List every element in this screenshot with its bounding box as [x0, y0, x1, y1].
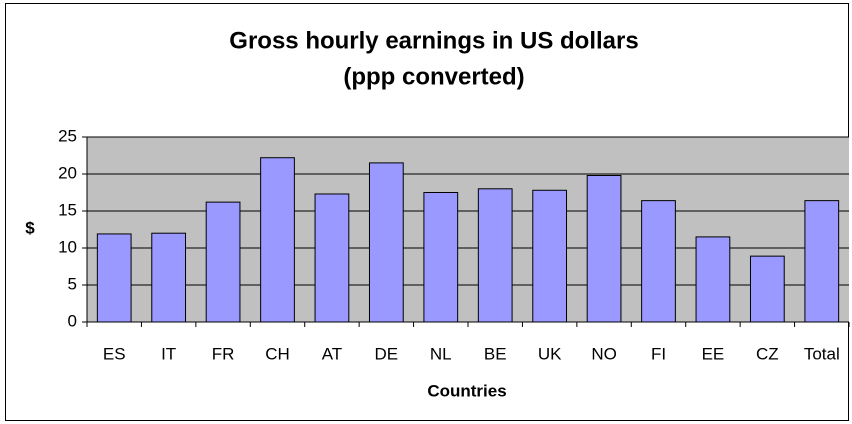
plot-area — [87, 137, 849, 322]
x-tick-label: UK — [538, 344, 562, 363]
chart-title: Gross hourly earnings in US dollars — [229, 27, 638, 54]
y-tick-label: 25 — [58, 126, 77, 145]
bar — [260, 157, 295, 323]
x-tick-label: NL — [430, 344, 452, 363]
bar — [695, 236, 731, 323]
y-tick-label: 5 — [68, 274, 77, 293]
x-tick-label: Total — [804, 344, 840, 363]
bar — [532, 189, 568, 323]
y-axis-title: $ — [25, 218, 35, 237]
x-tick-label: ES — [103, 344, 126, 363]
x-axis-title: Countries — [427, 381, 506, 400]
x-tick-label: EE — [702, 344, 725, 363]
x-tick-label: AT — [322, 344, 342, 363]
bar — [96, 233, 132, 323]
x-tick-label: IT — [161, 344, 176, 363]
bar — [205, 201, 241, 323]
bar — [423, 192, 459, 323]
x-tick-label: CZ — [756, 344, 779, 363]
bar — [477, 188, 513, 323]
y-tick-label: 20 — [58, 163, 77, 182]
x-tick-label: DE — [375, 344, 399, 363]
x-tick-label: NO — [591, 344, 617, 363]
x-tick-label: FR — [212, 344, 235, 363]
x-tick-label: BE — [484, 344, 507, 363]
y-tick-label: 10 — [58, 237, 77, 256]
y-tick-label: 15 — [58, 200, 77, 219]
bar — [804, 200, 840, 323]
y-tick-label: 0 — [68, 311, 77, 330]
bar — [586, 174, 622, 323]
x-tick-label: FI — [651, 344, 666, 363]
chart-subtitle: (ppp converted) — [343, 63, 524, 90]
bar — [641, 200, 676, 323]
bar — [314, 193, 350, 323]
bar — [368, 162, 404, 323]
bar — [749, 255, 785, 323]
x-tick-label: CH — [265, 344, 290, 363]
bar — [151, 232, 187, 323]
